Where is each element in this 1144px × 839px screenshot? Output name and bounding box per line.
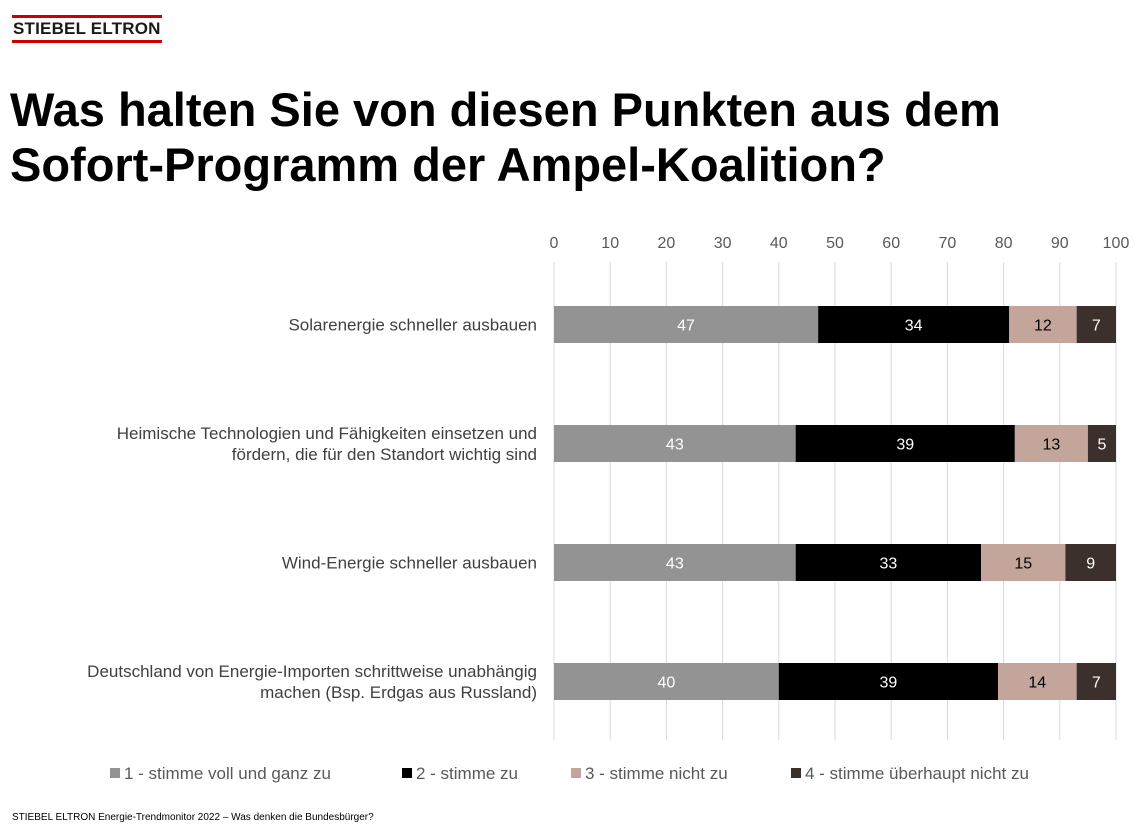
bar-value-label: 13 [1042,437,1060,454]
bar-segment [1009,306,1077,343]
bar-segment [554,544,796,581]
x-tick-label: 80 [995,235,1013,252]
x-tick-label: 90 [1051,235,1069,252]
x-tick-label: 40 [770,235,788,252]
bar-segment [997,663,1077,700]
bar-segment [1065,544,1116,581]
bar-segment [981,544,1066,581]
category-label-line: Deutschland von Energie-Importen schritt… [87,662,537,681]
bar-segment [778,663,998,700]
category-label-line: Heimische Technologien und Fähigkeiten e… [117,424,537,443]
x-tick-label: 50 [826,235,844,252]
bar-value-label: 47 [677,318,695,335]
x-axis-ticks: 0 10 20 30 40 50 60 70 80 90 100 [550,235,1130,252]
brand-logo-text: STIEBEL ELTRON [13,19,161,38]
chart-title: Was halten Sie von diesen Punkten aus de… [10,83,1001,191]
bar-segment [1014,425,1088,462]
footer-source: STIEBEL ELTRON Energie-Trendmonitor 2022… [12,812,374,823]
bar-value-label: 15 [1014,556,1032,573]
x-tick-label: 0 [550,235,559,252]
x-tick-label: 60 [882,235,900,252]
bar-value-label: 43 [666,437,684,454]
bar-value-label: 9 [1086,556,1095,573]
category-label: Wind-Energie schneller ausbauen [282,554,537,573]
bar-segment [1087,425,1116,462]
category-label-line: machen (Bsp. Erdgas aus Russland) [260,683,537,702]
x-tick-label: 30 [714,235,732,252]
category-label: Solarenergie schneller ausbauen [288,316,537,335]
legend: 1 - stimme voll und ganz zu 2 - stimme zu… [110,764,1029,783]
bars: 47 34 12 7 43 39 13 5 43 33 15 9 40 39 14 7 [554,306,1116,700]
bar-segment [554,306,819,343]
bar-value-label: 14 [1028,675,1046,692]
bar-value-label: 43 [666,556,684,573]
legend-label: 4 - stimme überhaupt nicht zu [805,764,1029,783]
legend-label: 2 - stimme zu [416,764,518,783]
bar-value-label: 39 [879,675,897,692]
bar-value-label: 5 [1097,437,1106,454]
category-label: Heimische Technologien und Fähigkeiten e… [117,424,537,464]
bar-value-label: 12 [1034,318,1052,335]
x-tick-label: 10 [601,235,619,252]
stacked-bar-chart: 0 10 20 30 40 50 60 70 80 90 100 Solarenergie schn… [87,235,1130,783]
bar-segment [554,425,796,462]
x-tick-label: 20 [658,235,676,252]
category-label-line: Solarenergie schneller ausbauen [288,316,537,335]
legend-swatch [571,768,581,778]
legend-label: 3 - stimme nicht zu [585,764,728,783]
bar-segment [554,663,779,700]
bar-value-label: 40 [658,675,676,692]
bar-value-label: 7 [1092,318,1101,335]
category-labels: Solarenergie schneller ausbauen Heimische… [87,316,537,703]
bar-segment [818,306,1010,343]
brand-logo: STIEBEL ELTRON [12,15,162,43]
bar-segment [795,425,1015,462]
legend-swatch [110,768,120,778]
legend-swatch [791,768,801,778]
bar-value-label: 7 [1092,675,1101,692]
x-tick-label: 100 [1103,235,1130,252]
bar-segment [1076,306,1116,343]
category-label-line: Wind-Energie schneller ausbauen [282,554,537,573]
legend-label: 1 - stimme voll und ganz zu [124,764,331,783]
x-tick-label: 70 [939,235,957,252]
bar-segment [1076,663,1116,700]
category-label: Deutschland von Energie-Importen schritt… [87,662,537,702]
legend-swatch [402,768,412,778]
bar-segment [795,544,982,581]
bar-value-label: 33 [879,556,897,573]
category-label-line: fördern, die für den Standort wichtig si… [232,445,537,464]
bar-value-label: 34 [905,318,923,335]
bar-value-label: 39 [896,437,914,454]
